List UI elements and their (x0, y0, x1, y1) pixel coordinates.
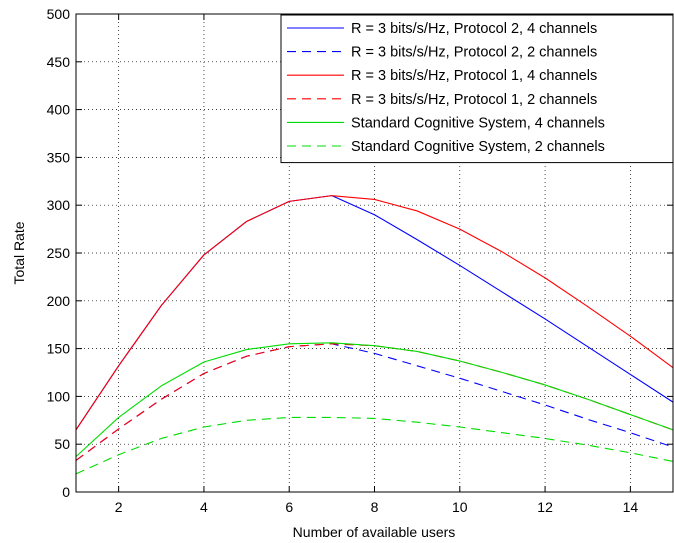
legend-box (280, 14, 674, 164)
series-line (75, 343, 674, 461)
y-tick-label: 250 (47, 245, 71, 261)
series-line (75, 416, 674, 475)
legend-entry: Standard Cognitive System, 4 channels (351, 115, 605, 131)
y-tick-label: 200 (47, 293, 71, 309)
legend-entry: R = 3 bits/s/Hz, Protocol 2, 2 channels (351, 45, 597, 61)
tick-labels: 2 4 6 8 10 12 14 0 50 100 150 200 250 300 350 400 450 500 (47, 6, 639, 515)
y-tick-label: 400 (47, 102, 71, 118)
legend-entry: R = 3 bits/s/Hz, Protocol 1, 2 channels (351, 92, 597, 108)
x-tick-label: 8 (371, 499, 379, 515)
x-tick-label: 14 (623, 499, 639, 515)
x-tick-label: 6 (285, 499, 293, 515)
y-tick-label: 0 (62, 484, 70, 500)
y-tick-label: 300 (47, 197, 71, 213)
series-line (75, 195, 674, 431)
x-tick-label: 4 (200, 499, 208, 515)
series-line (75, 342, 674, 458)
legend: R = 3 bits/s/Hz, Protocol 2, 4 channels R… (280, 14, 674, 164)
y-tick-label: 50 (54, 436, 70, 452)
axes-box (75, 13, 674, 493)
y-tick-label: 500 (47, 6, 71, 22)
y-tick-label: 150 (47, 341, 71, 357)
y-axis-label: Total Rate (11, 221, 27, 284)
legend-entry: R = 3 bits/s/Hz, Protocol 2, 4 channels (351, 21, 597, 37)
x-tick-label: 2 (115, 499, 123, 515)
legend-entry: R = 3 bits/s/Hz, Protocol 1, 4 channels (351, 68, 597, 84)
y-tick-label: 450 (47, 54, 71, 70)
x-tick-label: 10 (452, 499, 468, 515)
y-tick-label: 100 (47, 388, 71, 404)
legend-entry: Standard Cognitive System, 2 channels (351, 139, 605, 155)
series-lines (75, 195, 674, 475)
x-axis-label: Number of available users (293, 524, 456, 540)
y-tick-label: 350 (47, 149, 71, 165)
x-tick-label: 12 (537, 499, 553, 515)
